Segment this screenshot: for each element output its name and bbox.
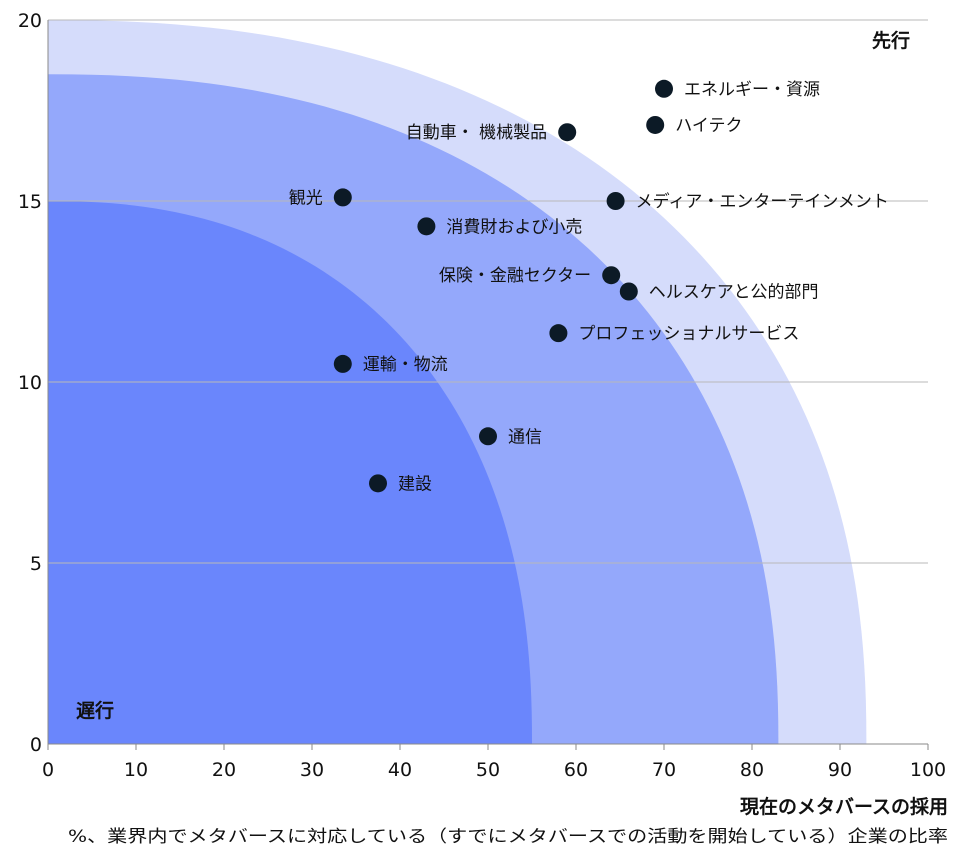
gridlines (48, 19, 928, 564)
point-marker-5 (606, 192, 625, 210)
x-tick-label-90: 90 (828, 759, 852, 781)
point-marker-4 (333, 188, 352, 207)
point-label-6: 消費財および小売 (446, 217, 582, 237)
point-marker-1 (655, 79, 673, 98)
point-label-12: 建設 (398, 474, 432, 494)
point-marker-3 (646, 115, 665, 134)
x-tick-label-40: 40 (388, 759, 412, 781)
point-marker-10 (333, 354, 352, 373)
point-marker-8 (619, 282, 638, 301)
point-marker-2 (558, 123, 577, 142)
x-tick-label-80: 80 (740, 759, 764, 781)
x-tick-label-0: 0 (42, 759, 54, 781)
x-axis-subtitle: %、業界内でメタバースに対応している（すでにメタバースでの活動を開始している）企… (68, 827, 948, 847)
point-label-3: ハイテク (675, 116, 742, 136)
leading-label: 先行 (872, 29, 910, 52)
point-marker-6 (417, 217, 436, 236)
axes: 0 10 20 30 40 50 60 70 80 90 100 0 5 10 15 20 (18, 10, 946, 781)
x-tick-label-100: 100 (910, 759, 946, 781)
x-tick-label-20: 20 (212, 759, 236, 781)
point-label-8: ヘルスケアと公的部門 (649, 283, 819, 303)
point-label-4: 観光 (289, 188, 323, 208)
point-label-9: プロフェッショナルサービス (578, 324, 799, 344)
point-label-5: メディア・エンターテインメント (636, 191, 889, 212)
point-label-2: 自動車・ 機械製品 (406, 123, 547, 143)
zone-3 (48, 201, 532, 744)
x-tick-label-30: 30 (300, 759, 324, 781)
y-tick-label-20: 20 (18, 10, 42, 32)
point-marker-11 (479, 427, 497, 446)
lagging-label: 遅行 (76, 699, 114, 722)
y-tick-label-10: 10 (18, 372, 42, 394)
y-tick-label-5: 5 (30, 553, 42, 575)
point-marker-12 (369, 474, 387, 493)
x-tick-label-50: 50 (476, 759, 500, 781)
point-label-1: エネルギー・資源 (684, 80, 820, 100)
point-marker-9 (549, 324, 568, 343)
point-label-10: 運輸・物流 (363, 355, 448, 375)
x-tick-label-70: 70 (652, 759, 676, 781)
x-tick-label-60: 60 (564, 759, 588, 781)
point-label-11: 通信 (508, 427, 542, 447)
x-axis-title: 現在のメタバースの採用 (740, 795, 948, 818)
y-tick-label-15: 15 (18, 191, 42, 213)
y-tick-label-0: 0 (30, 734, 42, 756)
point-marker-7 (602, 266, 621, 285)
point-label-7: 保険・金融セクター (439, 266, 591, 286)
x-tick-label-10: 10 (124, 759, 148, 781)
